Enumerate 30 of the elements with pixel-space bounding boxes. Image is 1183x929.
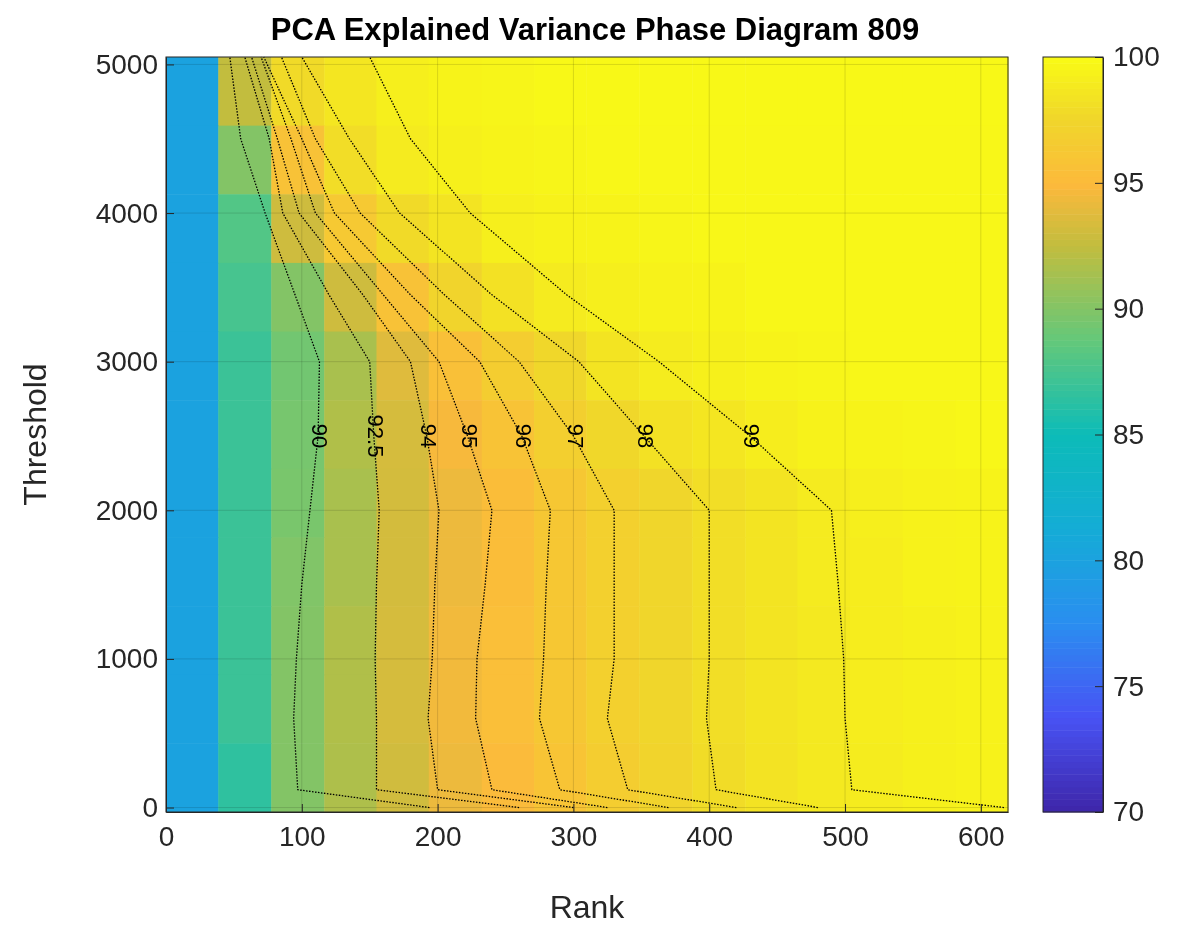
x-tick-label: 600 — [957, 820, 1005, 852]
y-tick-label: 2000 — [95, 494, 158, 526]
color-bar-label: 90 — [1113, 293, 1145, 325]
text: 95 — [456, 423, 482, 449]
chart-title: PCA Explained Variance Phase Diagram 809 — [270, 12, 920, 47]
color-bar-label: 95 — [1113, 167, 1145, 199]
color-bar-label: 100 — [1113, 41, 1160, 73]
x-tick-label: 500 — [822, 820, 869, 852]
x-tick-label: 100 — [278, 820, 326, 852]
text: 99 — [739, 423, 765, 449]
color-bar-label: 80 — [1113, 544, 1145, 576]
color-bar-label: 75 — [1113, 670, 1145, 702]
color-bar-label: 70 — [1113, 796, 1145, 828]
text: 98 — [633, 423, 659, 449]
y-tick-label: 0 — [142, 792, 158, 823]
x-axis-title: Rank — [549, 889, 626, 925]
y-tick-label: 1000 — [95, 643, 158, 675]
text: 96 — [511, 423, 536, 449]
text: 90 — [307, 423, 333, 449]
x-tick-label: 300 — [550, 820, 598, 852]
text: 92.5 — [362, 414, 388, 458]
x-tick-label: 200 — [414, 820, 462, 852]
text: 94 — [415, 423, 441, 449]
text: 97 — [562, 423, 588, 449]
y-tick-label: 5000 — [95, 48, 158, 80]
y-tick-label: 3000 — [95, 346, 158, 378]
color-bar-label: 85 — [1113, 418, 1145, 450]
y-axis-title: Threshold — [17, 363, 53, 506]
x-tick-label: 400 — [686, 820, 734, 852]
y-tick-label: 4000 — [95, 197, 158, 229]
